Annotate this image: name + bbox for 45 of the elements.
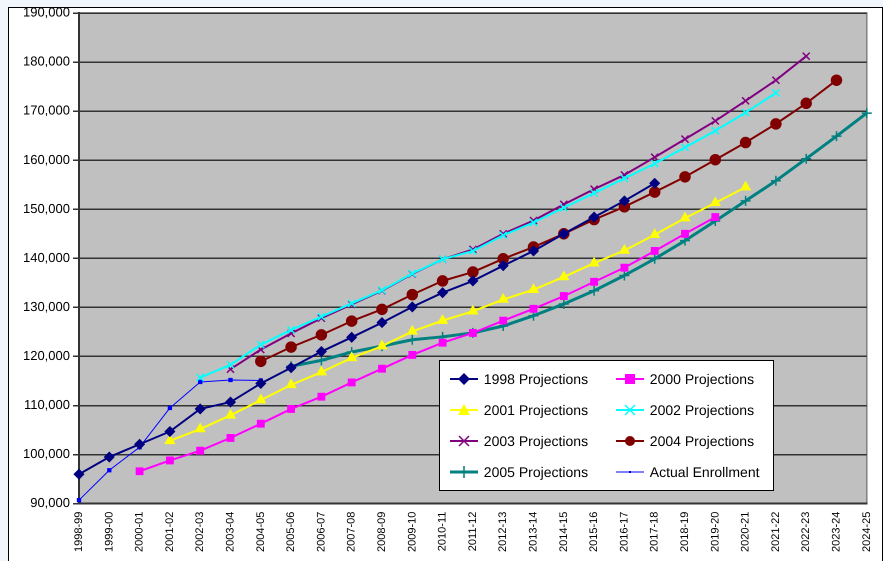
- x-tick-label: 2002-03: [194, 512, 206, 552]
- y-tick-label: 90,000: [30, 495, 70, 510]
- y-tick-label: 180,000: [22, 54, 70, 69]
- y-tick-label: 160,000: [22, 152, 70, 167]
- x-tick-label: 2000-01: [134, 512, 146, 552]
- y-tick-label: 100,000: [22, 446, 70, 462]
- legend-label: 2002 Projections: [650, 402, 754, 418]
- y-tick-label: 120,000: [22, 348, 70, 364]
- x-tick-label: 2017-18: [648, 512, 661, 552]
- x-tick-label: 2021-22: [770, 512, 782, 552]
- x-tick-label: 2012-13: [497, 512, 510, 552]
- x-tick-label: 2024-25: [860, 512, 873, 552]
- x-tick-label: 2001-02: [164, 512, 176, 552]
- x-tick-label: 2020-21: [740, 512, 752, 552]
- y-tick-label: 110,000: [24, 397, 70, 412]
- x-tick-label: 2008-09: [376, 512, 388, 552]
- y-tick-label: 170,000: [22, 102, 70, 118]
- y-tick-label: 150,000: [22, 200, 70, 216]
- x-tick-label: 2013-14: [528, 512, 540, 552]
- x-tick-label: 2010-11: [436, 512, 449, 552]
- x-tick-label: 2014-15: [558, 512, 570, 552]
- legend-label: 2001 Projections: [484, 402, 588, 418]
- x-tick-label: 2007-08: [346, 512, 358, 552]
- x-tick-label: 2004-05: [254, 512, 267, 552]
- x-tick-label: 2016-17: [618, 512, 630, 552]
- x-tick-label: 2018-19: [679, 512, 692, 552]
- legend-label: 2000 Projections: [650, 371, 754, 388]
- legend-label: 2004 Projections: [650, 433, 754, 450]
- x-tick-label: 2015-16: [588, 512, 600, 552]
- x-tick-label: 2009-10: [406, 512, 418, 552]
- legend-label: 2003 Projections: [484, 433, 588, 450]
- legend-label: 1998 Projections: [484, 371, 588, 388]
- x-tick-label: 1998-99: [73, 512, 86, 552]
- legend-label: 2005 Projections: [484, 464, 588, 480]
- x-tick-label: 2023-24: [830, 512, 843, 552]
- x-tick-label: 2005-06: [285, 512, 298, 552]
- legend-label: Actual Enrollment: [650, 464, 760, 480]
- y-tick-label: 130,000: [22, 298, 70, 314]
- x-tick-label: 2003-04: [224, 512, 237, 552]
- x-tick-label: 2022-23: [800, 512, 812, 552]
- x-tick-label: 2006-07: [315, 512, 328, 552]
- x-tick-label: 1999-00: [103, 512, 116, 552]
- y-tick-label: 140,000: [22, 250, 70, 265]
- x-tick-label: 2019-20: [709, 512, 722, 552]
- x-tick-label: 2011-12: [466, 512, 479, 552]
